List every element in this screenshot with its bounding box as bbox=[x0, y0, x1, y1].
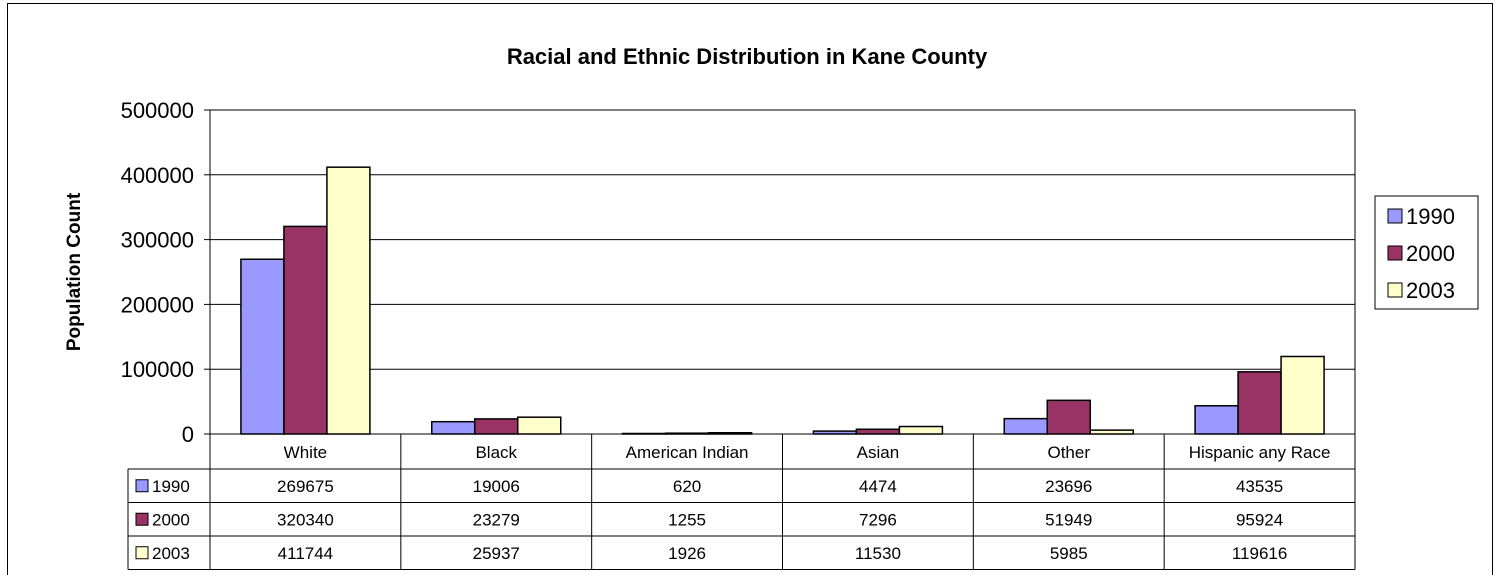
table-category-label: American Indian bbox=[626, 443, 749, 462]
bar bbox=[898, 425, 944, 435]
table-category-label: White bbox=[284, 443, 327, 462]
gridlines bbox=[210, 174, 1355, 370]
table-cell-value: 25937 bbox=[473, 544, 520, 563]
bar bbox=[707, 432, 753, 435]
legend-label: 1990 bbox=[1406, 204, 1455, 229]
table-cell-value: 5985 bbox=[1050, 544, 1088, 563]
table-legend-swatch bbox=[135, 546, 149, 560]
table-category-label: Black bbox=[475, 443, 517, 462]
y-tick-label: 300000 bbox=[121, 228, 194, 253]
data-table: White Black American Indian Asian Other Hispa… bbox=[127, 434, 1356, 570]
table-cell-value: 11530 bbox=[855, 544, 901, 563]
bar bbox=[664, 432, 710, 435]
bar bbox=[283, 225, 328, 435]
table-cell-value: 269675 bbox=[277, 477, 334, 496]
table-category-label: Asian bbox=[857, 443, 900, 462]
bar bbox=[474, 418, 519, 435]
table-legend-swatch bbox=[135, 512, 149, 526]
y-axis-label: Population Count bbox=[64, 192, 85, 351]
bar bbox=[621, 432, 667, 435]
y-tick-label: 0 bbox=[182, 422, 194, 447]
table-cell-value: 95924 bbox=[1236, 510, 1283, 529]
legend-label: 2000 bbox=[1406, 241, 1455, 266]
y-tick-label: 200000 bbox=[121, 292, 194, 317]
legend-swatch bbox=[1387, 208, 1403, 224]
bar bbox=[1194, 405, 1239, 435]
y-tick-label: 100000 bbox=[121, 357, 194, 382]
y-tick-label: 400000 bbox=[121, 163, 194, 188]
legend-items: 1990 2000 2003 bbox=[1387, 204, 1455, 303]
legend-swatch bbox=[1387, 245, 1403, 261]
table-cell-value: 23279 bbox=[473, 510, 520, 529]
bar bbox=[240, 258, 285, 435]
legend-label: 2003 bbox=[1406, 278, 1455, 303]
legend-swatch bbox=[1387, 282, 1403, 298]
table-category-label: Hispanic any Race bbox=[1189, 443, 1331, 462]
table-series-label: 2000 bbox=[152, 510, 190, 529]
chart-title: Racial and Ethnic Distribution in Kane C… bbox=[507, 44, 988, 69]
table-cell-value: 1926 bbox=[668, 544, 706, 563]
table-cell-value: 411744 bbox=[278, 544, 333, 563]
table-cell-value: 620 bbox=[673, 477, 701, 496]
bar bbox=[1046, 399, 1091, 435]
table-cell-value: 43535 bbox=[1236, 477, 1283, 496]
table-cell-value: 320340 bbox=[277, 510, 334, 529]
bar bbox=[1089, 429, 1134, 435]
bar bbox=[517, 416, 562, 435]
y-tick-label: 500000 bbox=[121, 98, 194, 123]
table-cell-value: 19006 bbox=[473, 477, 520, 496]
bar bbox=[326, 166, 371, 435]
table-cell-value: 23696 bbox=[1045, 477, 1092, 496]
bar bbox=[1280, 355, 1325, 435]
table-category-label: Other bbox=[1047, 443, 1090, 462]
plot-area bbox=[209, 109, 1356, 435]
bar bbox=[855, 428, 901, 435]
bar bbox=[431, 420, 476, 435]
table-cell-value: 4474 bbox=[859, 477, 897, 496]
y-axis-ticks: 0 100000 200000 300000 400000 500000 bbox=[121, 98, 210, 447]
table-cell-value: 119616 bbox=[1232, 544, 1287, 563]
table-legend-swatch bbox=[135, 479, 149, 493]
table-series-label: 1990 bbox=[152, 477, 190, 496]
table-cell-value: 1255 bbox=[668, 510, 706, 529]
table-cell-value: 51949 bbox=[1045, 510, 1092, 529]
bar bbox=[812, 430, 858, 435]
table-series-label: 2003 bbox=[152, 544, 190, 563]
bar bbox=[1003, 417, 1048, 435]
bar bbox=[1237, 371, 1282, 435]
table-cell-value: 7296 bbox=[859, 510, 897, 529]
bars bbox=[240, 166, 1325, 435]
